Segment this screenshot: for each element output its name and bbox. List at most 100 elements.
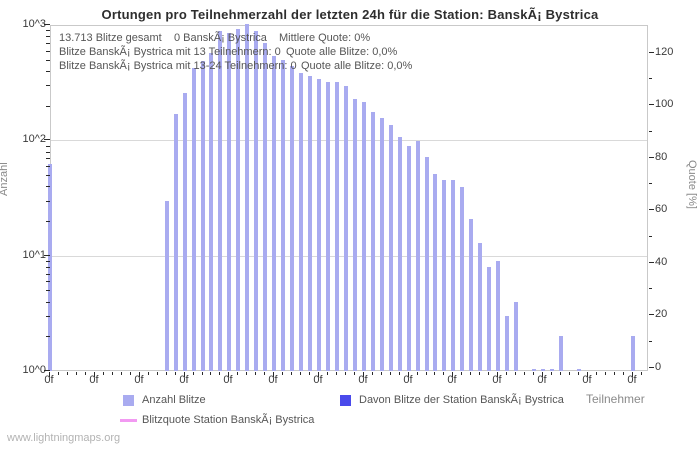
bar [299,73,304,371]
x-minor-tick [130,372,131,375]
bar [290,66,295,371]
bar [496,261,501,371]
x-minor-tick [202,372,203,375]
x-minor-tick [372,372,373,375]
bar [343,86,348,371]
x-minor-tick [112,372,113,375]
bar [334,82,339,371]
annotation-strikes-13: Blitze BanskÃ¡ Bystrica mit 13 Teilnehme… [59,46,281,58]
x-minor-tick [246,372,247,375]
bar [263,43,268,371]
bar [388,125,393,371]
right-major-tick [649,261,654,263]
bar [254,31,259,371]
x-minor-tick [166,372,167,375]
x-minor-tick [515,372,516,375]
x-minor-tick [219,372,220,375]
x-minor-tick [560,372,561,375]
left-minor-tick [46,85,50,86]
x-minor-tick [300,372,301,375]
x-minor-tick [605,372,606,375]
decade-gridline [51,140,647,142]
x-minor-tick [434,372,435,375]
x-minor-tick [264,372,265,375]
bar [236,29,241,371]
x-minor-tick [614,372,615,375]
left-minor-tick [46,290,50,291]
left-minor-tick [46,186,50,187]
x-minor-tick [327,372,328,375]
left-axis-title: Anzahl [0,162,10,196]
bar [478,243,483,371]
bar [308,76,313,371]
right-minor-tick [649,288,652,290]
bar [505,316,510,371]
chart-title: Ortungen pro Teilnehmerzahl der letzten … [101,7,599,22]
right-major-tick [649,367,654,368]
x-minor-tick [390,372,391,375]
right-tick-label: 80 [655,150,668,163]
x-tick-label: 0f [537,374,547,386]
bar [415,141,420,371]
left-minor-tick [46,158,50,159]
x-major-tick [632,372,633,377]
right-minor-tick [649,130,652,132]
x-tick-label: 0f [492,374,502,386]
x-tick-label: 0f [403,374,413,386]
bar [487,267,492,371]
left-minor-tick [46,175,50,176]
right-tick-label: 60 [655,203,668,216]
left-minor-tick [46,302,50,303]
x-tick-label: 0f [627,374,637,386]
annotation-line-3: Blitze BanskÃ¡ Bystrica mit 13-24 Teilne… [51,60,649,73]
x-minor-tick [533,372,534,375]
x-minor-tick [255,372,256,375]
legend-line-blitzquote [120,419,137,422]
decade-gridline [51,255,647,257]
x-minor-tick [470,372,471,375]
bar [558,336,563,371]
x-minor-tick [121,372,122,375]
x-minor-tick [426,372,427,375]
bar [630,336,635,371]
x-minor-tick [479,372,480,375]
annotation-quote-13: Quote alle Blitze: 0,0% [286,46,398,58]
x-tick-label: 0f [313,374,323,386]
right-axis-title: Quote [%] [686,160,698,209]
left-minor-tick [46,106,50,107]
annotation-quote-13-24: Quote alle Blitze: 0,0% [301,60,413,72]
right-tick-label: 0 [655,361,662,373]
x-minor-tick [58,372,59,375]
left-minor-tick [46,36,50,37]
bar [164,201,169,371]
x-major-tick [497,372,498,377]
x-major-tick [273,372,274,377]
x-major-tick [452,372,453,377]
right-minor-tick [649,183,652,185]
left-tick-label: 10^0 [22,364,46,376]
x-minor-tick [354,372,355,375]
x-major-tick [363,372,364,377]
annotation-strikes-13-24: Blitze BanskÃ¡ Bystrica mit 13-24 Teilne… [59,60,297,72]
left-minor-tick [46,274,50,275]
bar [281,60,286,371]
x-major-tick [408,372,409,377]
right-major-tick [649,51,654,53]
bar [541,369,545,371]
annotation-line-2: Blitze BanskÃ¡ Bystrica mit 13 Teilnehme… [51,46,649,59]
right-major-tick [649,209,654,211]
right-minor-tick [649,340,652,342]
left-major-tick [44,254,50,256]
x-axis-title: Teilnehmer [586,392,645,406]
bar [272,56,277,371]
x-minor-tick [76,372,77,375]
x-minor-tick [193,372,194,375]
x-minor-tick [291,372,292,375]
right-minor-tick [649,77,652,79]
bar [227,33,232,371]
x-tick-label: 0f [134,374,144,386]
left-minor-tick [46,281,50,282]
x-minor-tick [488,372,489,375]
bar [514,302,519,371]
